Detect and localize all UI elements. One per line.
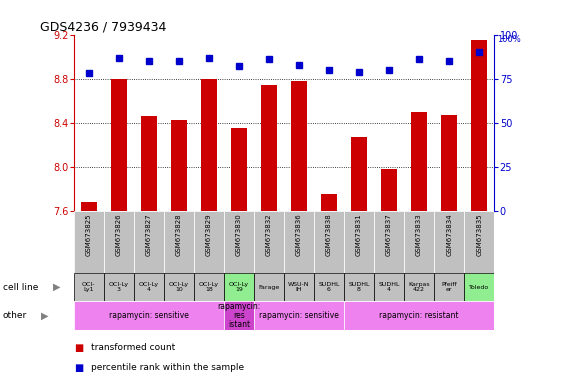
Text: rapamycin: resistant: rapamycin: resistant: [379, 311, 459, 320]
Bar: [224, 211, 254, 273]
Bar: [284, 273, 314, 301]
Text: GSM673825: GSM673825: [86, 213, 92, 255]
Bar: [284, 211, 314, 273]
Bar: [134, 273, 164, 301]
Text: Karpas
422: Karpas 422: [408, 282, 430, 292]
Bar: [261, 85, 277, 211]
Bar: [321, 194, 337, 211]
Bar: [194, 273, 224, 301]
Text: OCI-
Ly1: OCI- Ly1: [82, 282, 95, 292]
Bar: [111, 79, 127, 211]
Bar: [404, 273, 434, 301]
Bar: [314, 273, 344, 301]
Bar: [374, 211, 404, 273]
Text: GDS4236 / 7939434: GDS4236 / 7939434: [40, 20, 166, 33]
Bar: [134, 211, 164, 273]
Text: GSM673834: GSM673834: [446, 213, 452, 256]
Text: ▶: ▶: [53, 282, 60, 292]
Text: WSU-N
IH: WSU-N IH: [289, 282, 310, 292]
Bar: [164, 211, 194, 273]
Text: GSM673826: GSM673826: [116, 213, 122, 256]
Bar: [74, 211, 104, 273]
Bar: [374, 273, 404, 301]
Bar: [471, 40, 487, 211]
Bar: [314, 211, 344, 273]
Bar: [74, 301, 224, 330]
Bar: [344, 301, 494, 330]
Text: transformed count: transformed count: [91, 343, 175, 352]
Bar: [74, 273, 104, 301]
Text: GSM673836: GSM673836: [296, 213, 302, 256]
Text: GSM673831: GSM673831: [356, 213, 362, 256]
Bar: [254, 211, 284, 273]
Bar: [434, 211, 464, 273]
Bar: [254, 301, 344, 330]
Text: GSM673838: GSM673838: [326, 213, 332, 256]
Bar: [464, 211, 494, 273]
Text: Farage: Farage: [258, 285, 279, 290]
Text: percentile rank within the sample: percentile rank within the sample: [91, 363, 244, 372]
Text: GSM673832: GSM673832: [266, 213, 272, 256]
Bar: [224, 273, 254, 301]
Text: Toledo: Toledo: [469, 285, 489, 290]
Text: ■: ■: [74, 343, 83, 353]
Bar: [81, 202, 97, 211]
Text: OCI-Ly
18: OCI-Ly 18: [199, 282, 219, 292]
Text: GSM673833: GSM673833: [416, 213, 422, 256]
Bar: [434, 273, 464, 301]
Bar: [381, 169, 398, 211]
Text: rapamycin: sensitive: rapamycin: sensitive: [109, 311, 189, 320]
Bar: [344, 211, 374, 273]
Bar: [411, 112, 427, 211]
Bar: [404, 211, 434, 273]
Text: Pfeiff
er: Pfeiff er: [441, 282, 457, 292]
Text: GSM673827: GSM673827: [146, 213, 152, 256]
Text: cell line: cell line: [3, 283, 38, 291]
Bar: [231, 128, 247, 211]
Text: OCI-Ly
19: OCI-Ly 19: [229, 282, 249, 292]
Bar: [254, 273, 284, 301]
Text: GSM673835: GSM673835: [476, 213, 482, 256]
Text: OCI-Ly
3: OCI-Ly 3: [109, 282, 129, 292]
Bar: [291, 81, 307, 211]
Text: SUDHL
6: SUDHL 6: [318, 282, 340, 292]
Bar: [141, 116, 157, 211]
Text: ▶: ▶: [41, 311, 49, 321]
Text: GSM673828: GSM673828: [176, 213, 182, 256]
Bar: [351, 137, 367, 211]
Bar: [464, 273, 494, 301]
Bar: [104, 273, 134, 301]
Text: SUDHL
4: SUDHL 4: [378, 282, 400, 292]
Bar: [164, 273, 194, 301]
Bar: [104, 211, 134, 273]
Bar: [194, 211, 224, 273]
Text: GSM673829: GSM673829: [206, 213, 212, 256]
Bar: [441, 115, 457, 211]
Text: GSM673830: GSM673830: [236, 213, 242, 256]
Bar: [201, 79, 217, 211]
Text: 100%: 100%: [497, 35, 521, 43]
Bar: [344, 273, 374, 301]
Text: rapamycin: sensitive: rapamycin: sensitive: [259, 311, 339, 320]
Text: OCI-Ly
4: OCI-Ly 4: [139, 282, 159, 292]
Text: GSM673837: GSM673837: [386, 213, 392, 256]
Bar: [170, 119, 187, 211]
Text: SUDHL
8: SUDHL 8: [348, 282, 370, 292]
Text: other: other: [3, 311, 27, 320]
Text: rapamycin:
res
istant: rapamycin: res istant: [218, 302, 261, 329]
Text: ■: ■: [74, 362, 83, 373]
Bar: [224, 301, 254, 330]
Text: OCI-Ly
10: OCI-Ly 10: [169, 282, 189, 292]
